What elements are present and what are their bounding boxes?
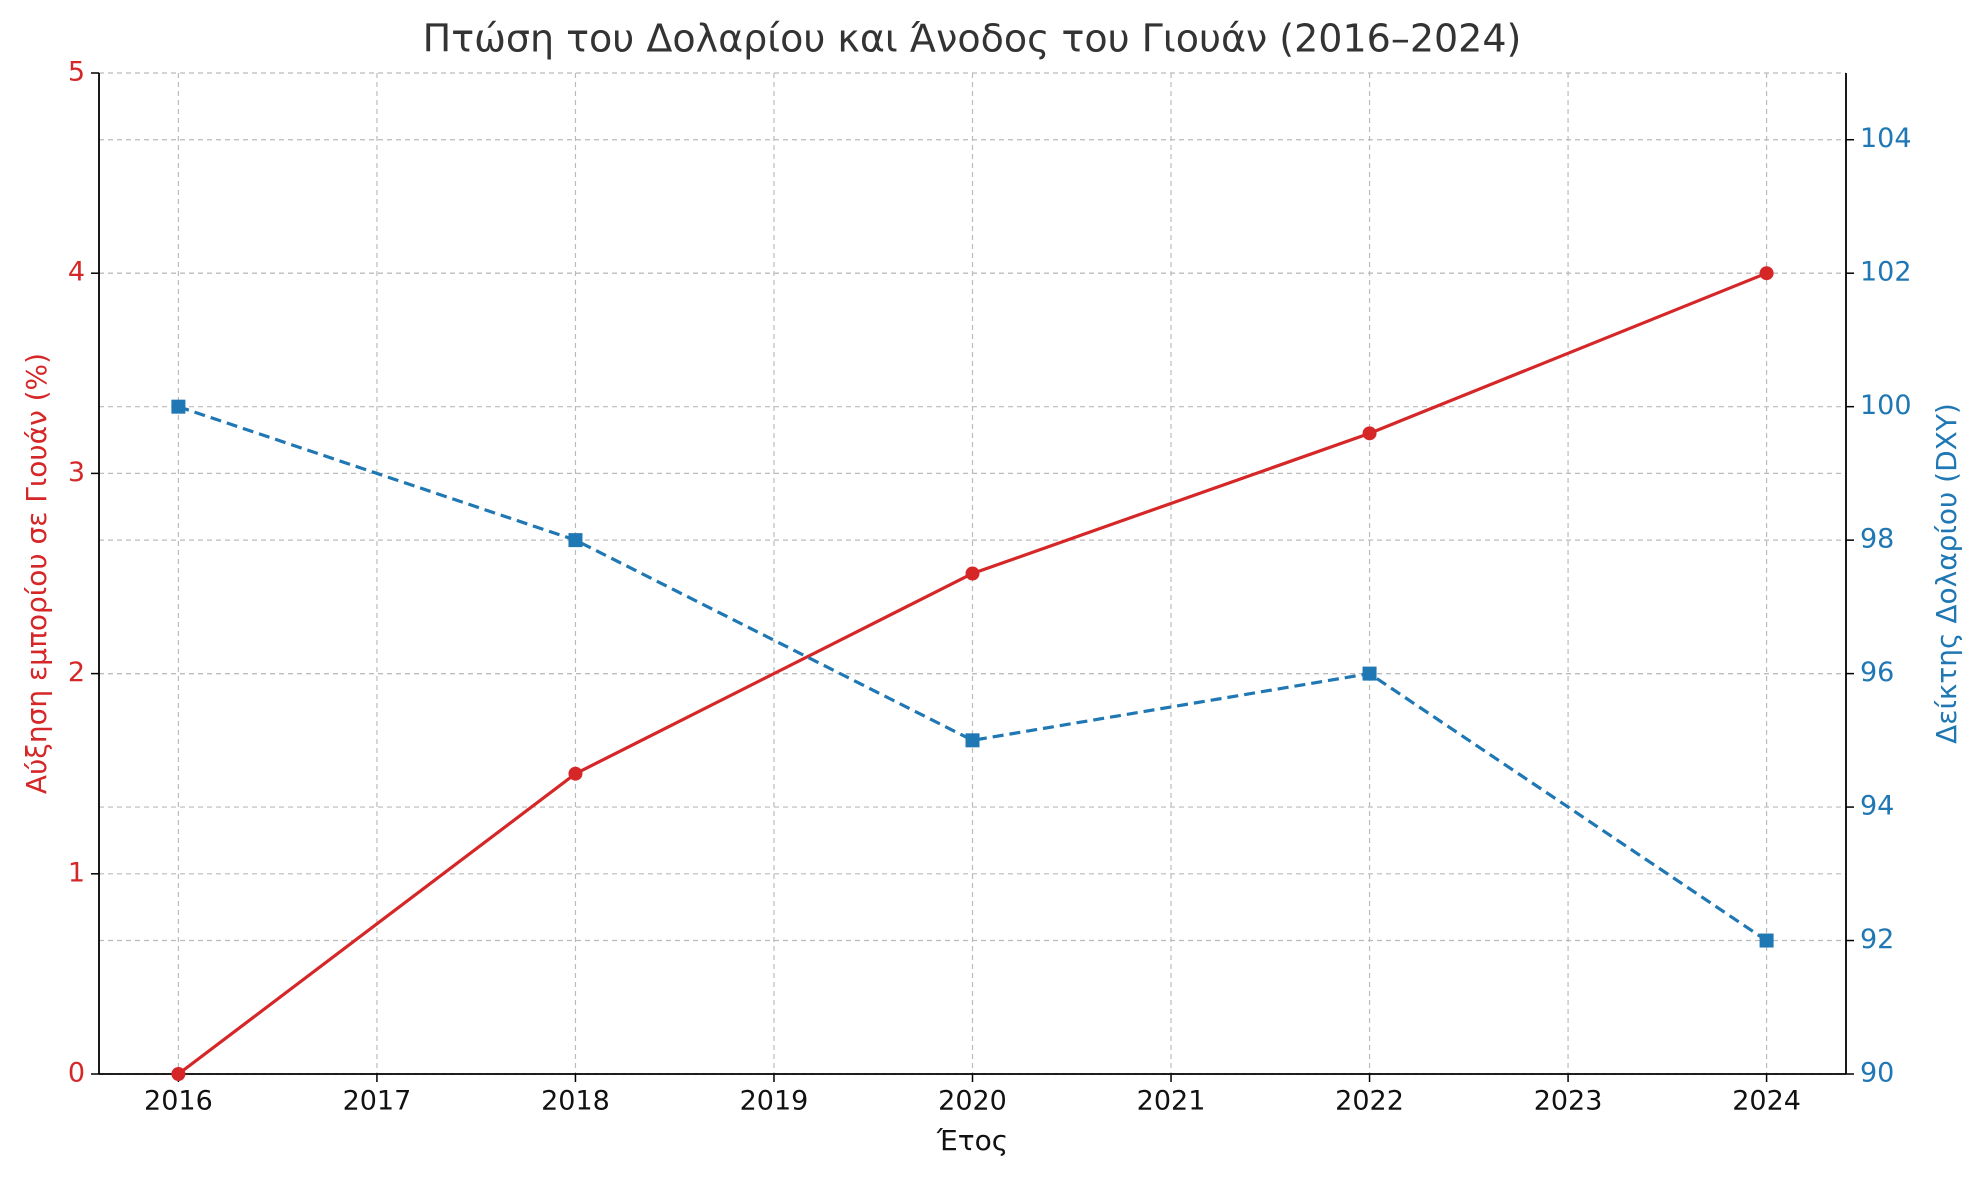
x-tick-label: 2021 — [1137, 1086, 1206, 1117]
marker — [1759, 933, 1774, 948]
y-axis-label: Αύξηση εμπορίου σε Γιουάν (%) — [20, 353, 53, 794]
x-tick-label: 2018 — [541, 1086, 610, 1117]
chart-title: Πτώση του Δολαρίου και Άνοδος του Γιουάν… — [423, 17, 1522, 61]
marker — [1362, 426, 1377, 441]
marker — [171, 1067, 186, 1081]
marker — [965, 566, 980, 581]
y2-tick-label: 98 — [1860, 524, 1894, 555]
y-tick-label: 1 — [68, 857, 85, 888]
x-tick-label: 2023 — [1534, 1086, 1603, 1117]
y2-tick-label: 102 — [1860, 257, 1912, 288]
y2-tick-label: 90 — [1860, 1058, 1894, 1089]
y-tick-label: 3 — [68, 457, 85, 488]
x-tick-label: 2017 — [343, 1086, 412, 1117]
y-tick-label: 5 — [68, 57, 85, 88]
y2-tick-label: 92 — [1860, 924, 1894, 955]
y-tick-label: 4 — [68, 257, 85, 288]
x-tick-label: 2019 — [740, 1086, 809, 1117]
y2-tick-label: 104 — [1860, 123, 1912, 154]
y2-tick-label: 100 — [1860, 390, 1912, 421]
x-tick-label: 2022 — [1335, 1086, 1404, 1117]
y2-tick-label: 96 — [1860, 657, 1894, 688]
marker — [1362, 666, 1377, 681]
y2-tick-label: 94 — [1860, 791, 1894, 822]
marker — [568, 766, 583, 781]
marker — [1759, 266, 1774, 281]
x-tick-label: 2016 — [144, 1086, 213, 1117]
y-tick-label: 0 — [68, 1058, 85, 1089]
x-axis-label: Έτος — [936, 1124, 1008, 1157]
y2-axis-label: Δείκτης Δολαρίου (DXY) — [1930, 403, 1963, 744]
marker — [965, 733, 980, 748]
x-tick-label: 2024 — [1732, 1086, 1801, 1117]
marker — [568, 533, 583, 548]
x-tick-label: 2020 — [938, 1086, 1007, 1117]
marker — [171, 399, 186, 414]
y-tick-label: 2 — [68, 657, 85, 688]
series-line — [177, 405, 1768, 942]
